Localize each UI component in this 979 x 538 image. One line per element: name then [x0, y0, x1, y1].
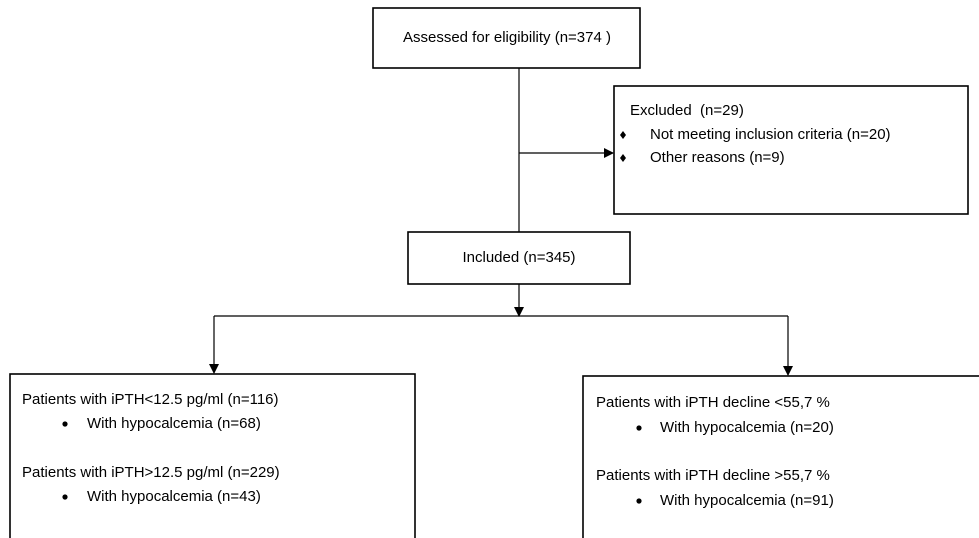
diamond-bullet — [620, 131, 626, 139]
bullet — [636, 425, 642, 431]
bullet — [62, 421, 68, 427]
bullet-text: Not meeting inclusion criteria (n=20) — [650, 126, 891, 143]
group-label: Patients with iPTH decline >55,7 % — [596, 467, 830, 484]
bullet-text: With hypocalcemia (n=68) — [87, 415, 261, 432]
box — [613, 85, 969, 215]
bullet — [62, 494, 68, 500]
group-label: Patients with iPTH>12.5 pg/ml (n=229) — [22, 464, 280, 481]
node-label: Excluded (n=29) — [630, 102, 744, 119]
bullet — [636, 498, 642, 504]
box — [407, 231, 631, 285]
box — [582, 375, 979, 538]
bullet-text: With hypocalcemia (n=20) — [660, 419, 834, 436]
box — [372, 7, 641, 69]
bullet-text: With hypocalcemia (n=43) — [87, 488, 261, 505]
group-label: Patients with iPTH<12.5 pg/ml (n=116) — [22, 391, 279, 408]
node-label: Included (n=345) — [463, 249, 576, 266]
bullet-text: With hypocalcemia (n=91) — [660, 492, 834, 509]
diamond-bullet — [620, 154, 626, 162]
node-label: Assessed for eligibility (n=374 ) — [403, 29, 611, 46]
group-label: Patients with iPTH decline <55,7 % — [596, 394, 830, 411]
box — [9, 373, 416, 538]
bullet-text: Other reasons (n=9) — [650, 149, 785, 166]
